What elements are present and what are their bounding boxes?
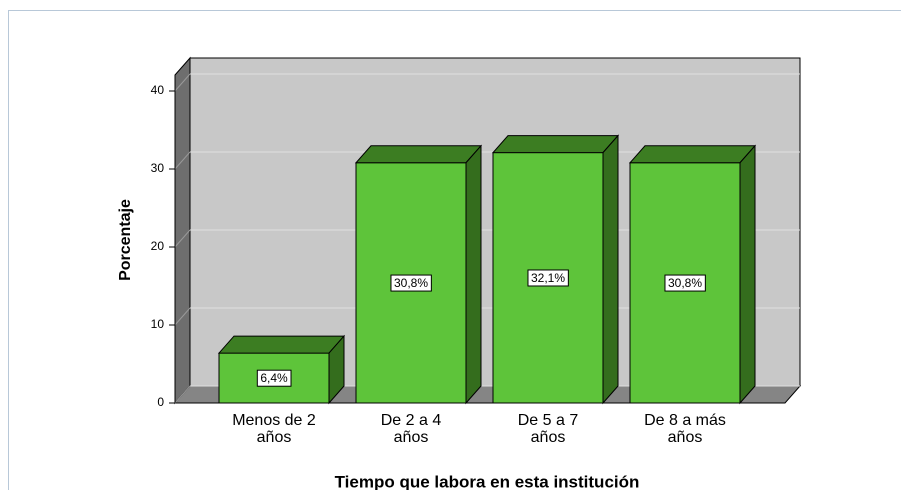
y-axis-label: Porcentaje	[117, 199, 134, 281]
bar-side	[602, 134, 619, 405]
value-label: 6,4%	[260, 371, 288, 385]
grid-line	[174, 385, 191, 404]
bar-side	[465, 144, 482, 405]
value-label: 30,8%	[668, 276, 702, 290]
value-label-box	[390, 274, 432, 292]
bar-group: 30,8%	[354, 144, 483, 405]
grid-line	[174, 73, 191, 92]
frame	[8, 10, 901, 490]
bar-top	[217, 335, 346, 354]
grid-line	[174, 307, 191, 326]
bar-side	[328, 334, 345, 405]
value-label-box	[527, 269, 569, 287]
bar-group: 30,8%	[628, 144, 757, 405]
value-label: 30,8%	[394, 276, 428, 290]
x-tick-label: De 8 a más años	[644, 412, 726, 446]
grid-line	[174, 229, 191, 248]
value-label: 32,1%	[531, 271, 565, 285]
value-label-box	[664, 274, 706, 292]
value-label-box	[256, 369, 292, 387]
grid-line	[174, 151, 191, 170]
x-tick-label: De 2 a 4 años	[380, 412, 442, 446]
bar-group: 32,1%	[491, 134, 620, 405]
y-tick-label: 10	[151, 317, 165, 331]
x-axis-label: Tiempo que labora en esta institución	[335, 472, 640, 490]
bar-top	[491, 135, 620, 154]
y-tick-label: 20	[151, 239, 165, 253]
bar-top	[628, 145, 757, 164]
x-tick-label: De 5 a 7 años	[517, 412, 579, 446]
bar-side	[739, 144, 756, 405]
side-wall	[174, 56, 191, 405]
y-tick-label: 30	[151, 161, 165, 175]
bar-top	[354, 145, 483, 164]
bar-group: 6,4%	[217, 334, 346, 405]
y-tick-label: 0	[157, 395, 164, 409]
y-tick-label: 40	[151, 83, 165, 97]
x-tick-label: Menos de 2 años	[232, 412, 316, 446]
